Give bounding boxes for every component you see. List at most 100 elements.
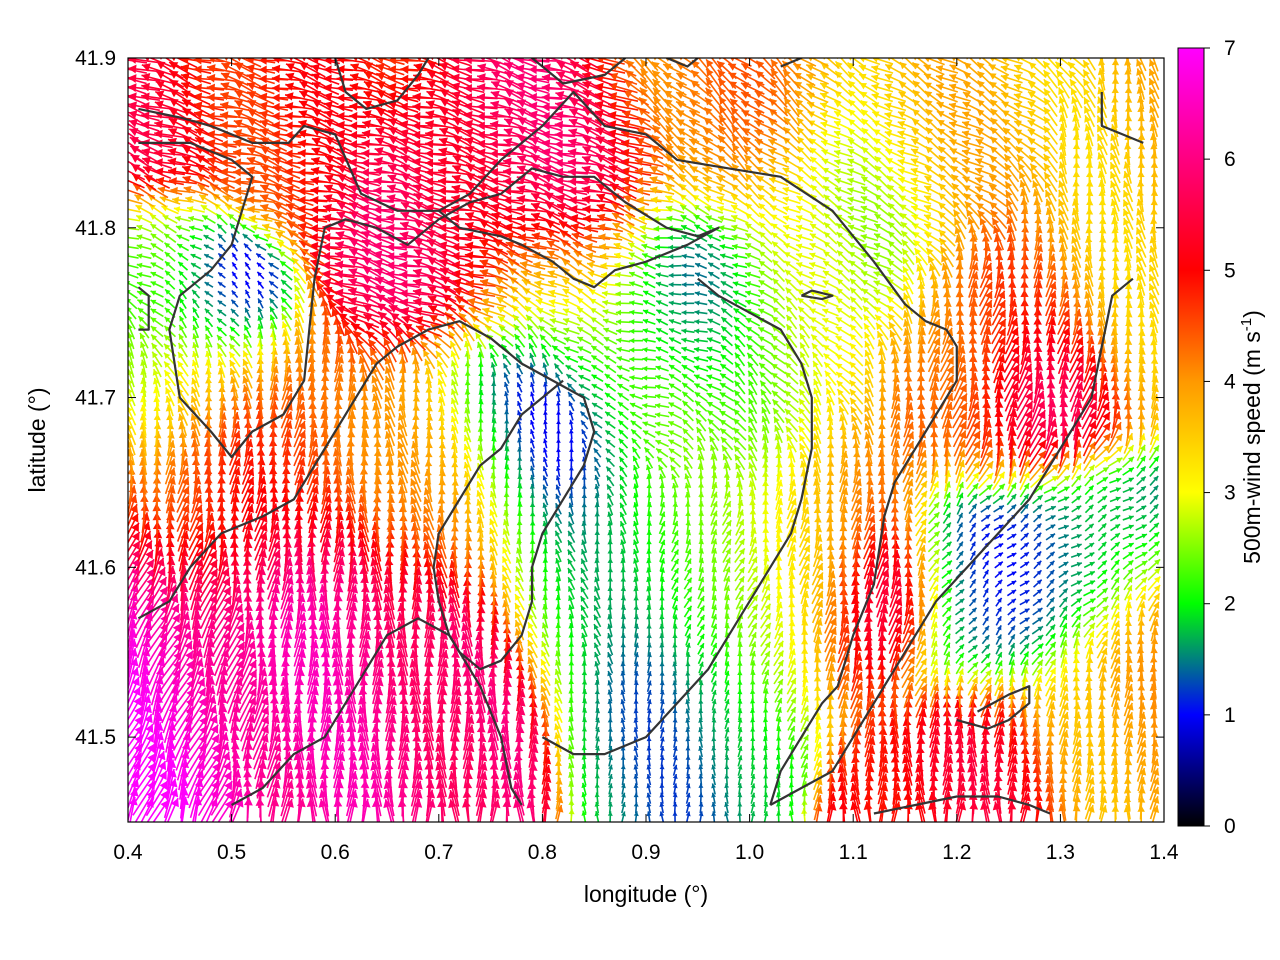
wind-arrow — [517, 382, 522, 392]
wind-arrow — [1020, 562, 1029, 568]
wind-arrow — [630, 412, 642, 419]
wind-arrow — [1020, 590, 1030, 595]
wind-arrow — [643, 319, 656, 324]
wind-arrow — [1033, 589, 1042, 596]
wind-arrow — [823, 336, 838, 345]
wind-arrow — [205, 317, 212, 326]
wind-arrow — [673, 755, 678, 766]
wind-arrow — [694, 356, 708, 361]
wind-arrow — [668, 412, 681, 419]
wind-arrow — [707, 337, 721, 343]
wind-arrow — [822, 309, 838, 316]
wind-arrow — [707, 365, 722, 371]
wind-arrow — [631, 429, 641, 438]
wind-arrow — [1150, 523, 1159, 532]
wind-arrow — [1135, 569, 1147, 579]
wind-arrow — [1098, 514, 1106, 522]
wind-arrow — [563, 328, 579, 335]
wind-arrow — [578, 375, 590, 381]
wind-arrow — [772, 382, 786, 393]
wind-arrow — [621, 811, 626, 822]
wind-arrow — [659, 811, 664, 822]
wind-arrow — [124, 281, 138, 288]
wind-arrow — [750, 670, 755, 684]
wind-arrow — [1058, 506, 1069, 511]
wind-arrow — [1098, 570, 1107, 579]
wind-arrow — [669, 393, 682, 400]
wind-arrow — [591, 317, 604, 326]
wind-arrow — [1008, 608, 1016, 615]
wind-arrow — [734, 317, 746, 327]
wind-arrow — [205, 309, 213, 317]
wind-arrow — [590, 299, 605, 308]
wind-arrow — [695, 300, 708, 305]
wind-arrow — [836, 363, 851, 374]
wind-arrow — [1083, 607, 1095, 616]
wind-arrow — [205, 300, 213, 307]
wind-arrow — [618, 402, 629, 410]
wind-arrow — [621, 793, 626, 804]
wind-arrow — [1097, 588, 1108, 597]
wind-arrow — [605, 365, 616, 373]
wind-arrow — [983, 598, 988, 607]
wind-arrow — [646, 765, 651, 776]
wind-arrow — [1150, 504, 1158, 513]
wind-arrow — [1020, 600, 1030, 605]
wind-arrow — [682, 392, 693, 402]
wind-arrow — [763, 698, 768, 712]
wind-arrow — [1047, 588, 1054, 597]
wind-arrow — [517, 401, 522, 411]
wind-arrow — [617, 375, 629, 381]
wind-arrow — [553, 355, 563, 365]
wind-arrow — [530, 448, 535, 458]
wind-arrow — [556, 401, 561, 411]
wind-arrow — [629, 366, 643, 371]
wind-arrow — [231, 309, 238, 317]
wind-arrow — [125, 290, 138, 299]
wind-arrow — [478, 399, 483, 413]
wind-arrow — [218, 282, 225, 287]
wind-arrow — [603, 318, 617, 324]
wind-arrow — [603, 328, 617, 335]
wind-arrow — [1135, 543, 1147, 549]
wind-arrow — [205, 282, 213, 287]
wind-arrow — [1085, 486, 1093, 495]
wind-arrow — [1060, 597, 1068, 607]
wind-arrow — [956, 561, 963, 569]
wind-arrow — [669, 310, 681, 315]
wind-arrow — [151, 281, 164, 287]
wind-arrow — [245, 308, 250, 318]
wind-arrow — [994, 515, 1004, 520]
wind-arrow — [1007, 553, 1016, 558]
wind-arrow — [733, 291, 747, 297]
wind-arrow — [995, 580, 1002, 587]
wind-arrow — [629, 357, 643, 362]
wind-arrow — [594, 448, 601, 457]
wind-arrow — [1098, 551, 1106, 559]
wind-arrow — [669, 448, 681, 456]
wind-arrow — [643, 338, 656, 343]
wind-arrow — [595, 502, 600, 515]
wind-arrow — [721, 317, 732, 327]
wind-arrow — [1047, 597, 1054, 606]
wind-arrow — [1047, 570, 1054, 578]
wind-arrow — [592, 375, 604, 382]
wind-arrow — [643, 310, 655, 316]
wind-arrow — [669, 337, 681, 343]
wind-arrow — [517, 373, 522, 383]
wind-arrow — [686, 783, 691, 794]
wind-arrow — [569, 401, 574, 411]
wind-arrow — [682, 301, 695, 306]
wind-arrow — [563, 299, 580, 308]
wind-arrow — [1058, 487, 1070, 494]
wind-arrow — [603, 309, 618, 315]
wind-arrow — [1007, 590, 1016, 596]
wind-arrow — [543, 457, 548, 467]
wind-arrow — [581, 411, 589, 419]
wind-arrow — [656, 328, 668, 334]
wind-arrow — [643, 300, 655, 306]
wind-arrow — [928, 531, 939, 542]
wind-arrow — [593, 421, 602, 428]
wind-arrow — [258, 281, 264, 289]
wind-arrow — [642, 366, 656, 371]
